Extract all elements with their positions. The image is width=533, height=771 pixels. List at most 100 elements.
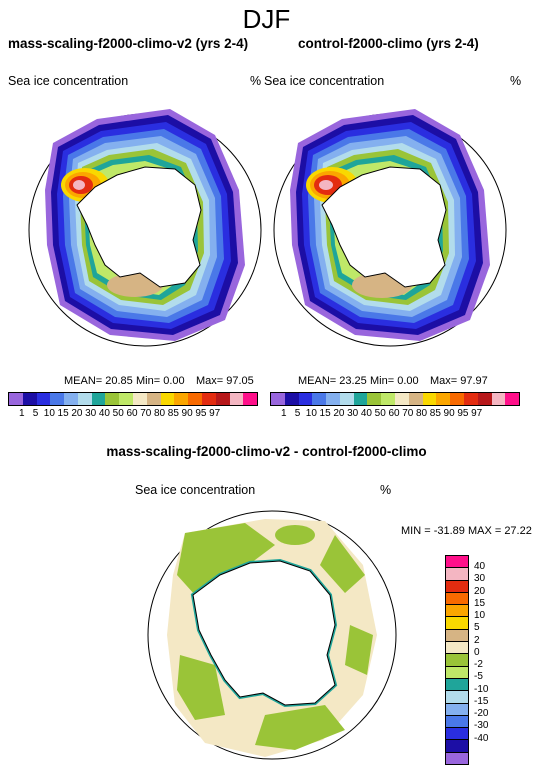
colorbar-label: 60 xyxy=(126,408,138,419)
colorbar-label: 97 xyxy=(209,408,221,419)
colorbar-swatch xyxy=(201,393,216,405)
left-units-label: % xyxy=(250,74,262,88)
right-units-label: % xyxy=(510,74,522,88)
colorbar-swatch xyxy=(243,393,258,405)
colorbar-swatch xyxy=(446,715,468,729)
colorbar-swatch xyxy=(446,752,468,765)
left-variable-label: Sea ice concentration xyxy=(8,74,129,88)
colorbar-swatch xyxy=(312,393,327,405)
colorbar-label: 85 xyxy=(429,408,441,419)
right-variable-label: Sea ice concentration xyxy=(264,74,385,88)
colorbar-swatch xyxy=(36,393,51,405)
colorbar-swatch xyxy=(446,605,468,618)
colorbar-label: 40 xyxy=(360,408,372,419)
colorbar-swatch xyxy=(77,393,92,405)
colorbar-swatch xyxy=(446,703,468,716)
right-colorbar-labels: 1 5 10 15 20 30 40 50 60 70 80 85 90 95 97 xyxy=(270,408,518,420)
colorbar-label: 80 xyxy=(153,408,166,419)
colorbar-swatch xyxy=(339,393,354,405)
colorbar-swatch xyxy=(446,629,468,643)
colorbar-swatch xyxy=(367,393,382,405)
season-title: DJF xyxy=(242,4,291,34)
colorbar-swatch xyxy=(215,393,230,405)
colorbar-label: -10 xyxy=(474,683,489,695)
colorbar-label: 20 xyxy=(71,408,83,419)
colorbar-swatch xyxy=(133,393,147,405)
colorbar-swatch xyxy=(119,393,134,405)
left-max: Max= 97.05 xyxy=(196,375,254,387)
colorbar-label: -15 xyxy=(474,695,489,707)
right-panel-title: control-f2000-climo (yrs 2-4) xyxy=(298,36,479,51)
colorbar-label: 97 xyxy=(471,408,483,419)
colorbar-swatch xyxy=(477,393,492,405)
colorbar-swatch xyxy=(505,393,520,405)
left-mean: MEAN= 20.85 xyxy=(64,375,133,387)
colorbar-swatch xyxy=(463,393,478,405)
colorbar-label: -5 xyxy=(474,671,483,683)
right-polar-map xyxy=(273,109,507,347)
colorbar-label: 60 xyxy=(388,408,400,419)
colorbar-swatch xyxy=(9,393,23,405)
colorbar-label: 85 xyxy=(167,408,179,419)
colorbar-label: 50 xyxy=(374,408,386,419)
colorbar-swatch xyxy=(395,393,409,405)
left-polar-map xyxy=(28,109,262,347)
colorbar-swatch xyxy=(446,666,468,679)
colorbar-label: 95 xyxy=(195,408,207,419)
colorbar-swatch xyxy=(160,393,175,405)
diff-polar-map xyxy=(147,510,397,760)
colorbar-label: 15 xyxy=(57,408,69,419)
colorbar-label: 40 xyxy=(98,408,110,419)
colorbar-label: 1 xyxy=(18,408,25,419)
colorbar-swatch xyxy=(326,393,340,405)
colorbar-swatch xyxy=(446,617,468,630)
diff-minmax: MIN = -31.89 MAX = 27.22 xyxy=(401,525,532,537)
colorbar-swatch xyxy=(446,556,468,569)
colorbar-label: 15 xyxy=(319,408,331,419)
colorbar-label: 90 xyxy=(181,408,193,419)
colorbar-swatch xyxy=(91,393,106,405)
colorbar-swatch xyxy=(446,592,468,606)
right-mean: MEAN= 23.25 xyxy=(298,375,367,387)
diff-colorbar xyxy=(445,555,469,765)
colorbar-swatch xyxy=(422,393,437,405)
colorbar-label: 80 xyxy=(415,408,428,419)
colorbar-swatch xyxy=(446,654,468,667)
colorbar-label: -40 xyxy=(474,732,489,744)
colorbar-label: 0 xyxy=(474,646,480,658)
left-panel-title: mass-scaling-f2000-climo-v2 (yrs 2-4) xyxy=(8,36,249,51)
colorbar-swatch xyxy=(446,568,468,581)
colorbar-swatch xyxy=(174,393,189,405)
colorbar-label: 70 xyxy=(140,408,152,419)
left-colorbar-labels: 1 5 10 15 20 30 40 50 60 70 80 85 90 95 97 xyxy=(8,408,256,420)
colorbar-label: 50 xyxy=(112,408,124,419)
diff-colorbar-labels: 40 30 20 15 10 5 2 0 -2 -5 -10 -15 -20 -30 -40 xyxy=(474,555,514,763)
left-min: Min= 0.00 xyxy=(136,375,185,387)
colorbar-swatch xyxy=(298,393,313,405)
right-min: Min= 0.00 xyxy=(370,375,419,387)
diff-variable-label: Sea ice concentration xyxy=(135,483,256,497)
colorbar-swatch xyxy=(436,393,451,405)
colorbar-swatch xyxy=(271,393,285,405)
colorbar-label: 5 xyxy=(474,622,480,634)
colorbar-label: 5 xyxy=(32,408,39,419)
colorbar-label: 10 xyxy=(474,610,486,622)
colorbar-swatch xyxy=(284,393,299,405)
colorbar-label: -2 xyxy=(474,659,483,671)
colorbar-swatch xyxy=(50,393,65,405)
diff-units-label: % xyxy=(380,483,392,497)
colorbar-swatch xyxy=(446,728,468,741)
left-colorbar xyxy=(8,392,258,406)
colorbar-swatch xyxy=(446,740,468,753)
colorbar-label: 15 xyxy=(474,597,486,609)
colorbar-swatch xyxy=(450,393,464,405)
colorbar-swatch xyxy=(446,580,468,593)
diff-panel-title: mass-scaling-f2000-climo-v2 - control-f2… xyxy=(106,444,427,459)
colorbar-label: 30 xyxy=(85,408,97,419)
colorbar-label: 90 xyxy=(443,408,455,419)
right-colorbar xyxy=(270,392,520,406)
colorbar-label: 30 xyxy=(474,573,486,585)
colorbar-label: 20 xyxy=(333,408,345,419)
right-max: Max= 97.97 xyxy=(430,375,488,387)
colorbar-label: 40 xyxy=(474,561,486,573)
